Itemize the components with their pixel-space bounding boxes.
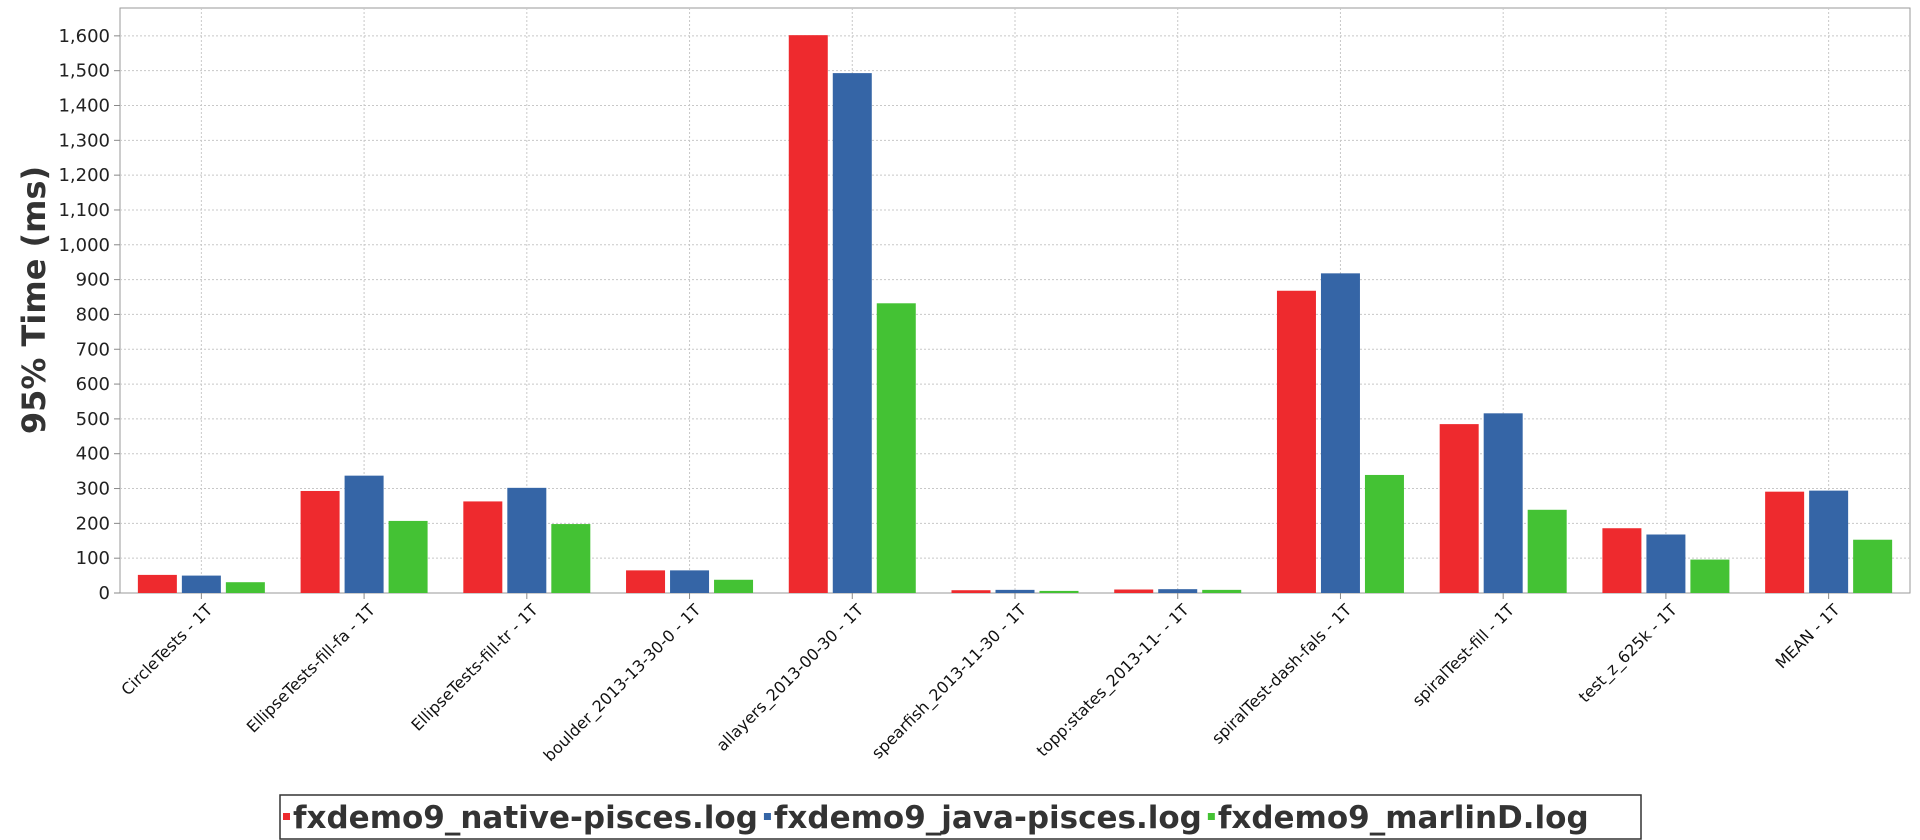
y-axis: 0 100 200 300 400 500 600 700 800 900 1,000 1,100 1,… [58,26,120,604]
bar [1439,424,1479,593]
x-tick-label: spearfish_2013-11-30 - 1T [868,600,1031,763]
y-tick-label: 1,100 [58,200,110,221]
y-tick-label: 400 [76,444,110,465]
bar [670,570,710,593]
bar [1483,413,1523,593]
y-tick-label: 600 [76,374,110,395]
bars [137,35,1893,594]
bar [1202,589,1242,593]
gridlines [120,8,1910,593]
x-tick-label: spiralTest-dash-fals - 1T [1208,600,1356,748]
bar [1320,273,1360,593]
bar [463,501,503,593]
bar [1114,589,1154,593]
bar [1276,290,1316,593]
legend-label: fxdemo9_java-pisces.log [774,800,1202,836]
bar [225,582,265,593]
bar [832,73,872,593]
legend-swatch [1207,813,1215,820]
x-tick-label: topp:states_2013-11- - 1T [1033,600,1194,761]
x-tick-label: MEAN - 1T [1772,600,1844,672]
y-tick-label: 900 [76,270,110,291]
bar [951,590,991,593]
bar [551,524,591,593]
bar [1039,590,1079,593]
bar [1646,534,1686,593]
y-tick-label: 800 [76,304,110,325]
legend-label: fxdemo9_marlinD.log [1218,800,1589,836]
bar [344,475,384,593]
x-tick-label: allayers_2013-00-30 - 1T [713,600,868,755]
y-tick-label: 1,400 [58,96,110,117]
y-tick-label: 100 [76,548,110,569]
legend-swatch [763,813,771,820]
bar [1690,559,1730,593]
bar [137,574,177,593]
y-tick-label: 300 [76,479,110,500]
bar [1765,491,1805,593]
y-tick-label: 1,600 [58,26,110,47]
y-tick-label: 200 [76,513,110,534]
bar [788,35,828,594]
bar [507,487,547,593]
y-tick-label: 0 [99,583,110,604]
x-tick-label: EllipseTests-fill-tr - 1T [407,600,541,734]
bar [1527,509,1567,593]
x-tick-label: test_z_625k - 1T [1575,600,1682,707]
bar [995,589,1035,593]
legend-label: fxdemo9_native-pisces.log [293,800,758,836]
x-tick-label: CircleTests - 1T [117,600,216,699]
y-tick-label: 1,000 [58,235,110,256]
legend: fxdemo9_native-pisces.log fxdemo9_java-pi… [283,800,1589,836]
x-axis: CircleTests - 1T EllipseTests-fill-fa - 1… [117,593,1844,766]
bar [388,520,428,593]
y-tick-label: 1,500 [58,61,110,82]
y-axis-label: 95% Time (ms) [15,166,53,434]
bar [876,303,916,593]
bar [1602,528,1642,593]
y-tick-label: 500 [76,409,110,430]
x-tick-label: spiralTest-fill - 1T [1408,600,1518,710]
bar [626,570,666,593]
bar [714,579,754,593]
bar [300,490,340,593]
legend-box [279,794,1642,840]
bar [1853,539,1893,593]
bar [1809,490,1849,593]
bar [1158,589,1198,593]
bar [181,575,221,593]
legend-swatch [283,813,290,820]
y-tick-label: 700 [76,339,110,360]
x-tick-label: EllipseTests-fill-fa - 1T [243,600,379,736]
y-tick-label: 1,200 [58,165,110,186]
x-tick-label: boulder_2013-13-30-0 - 1T [540,600,706,766]
bar [1364,474,1404,593]
y-tick-label: 1,300 [58,130,110,151]
